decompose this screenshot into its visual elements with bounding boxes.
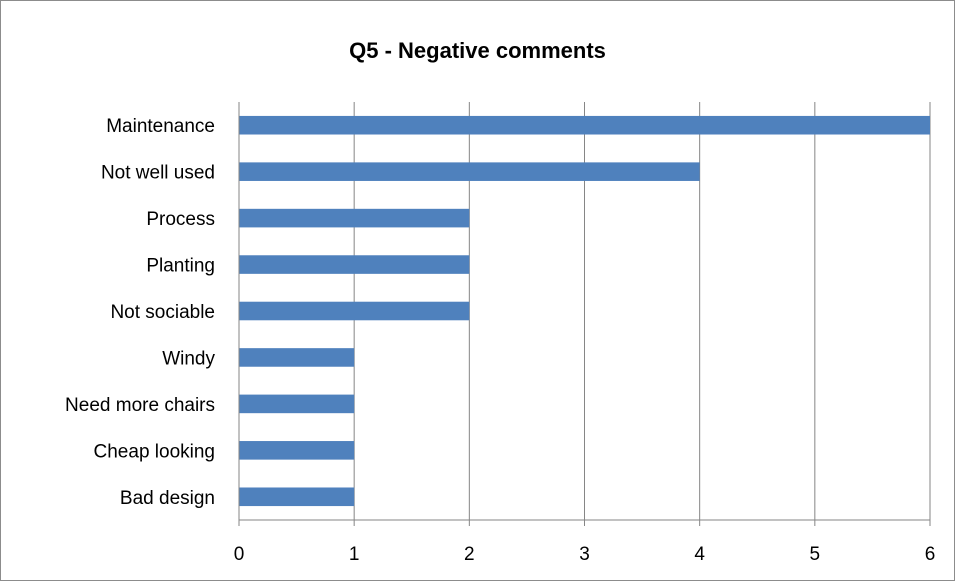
x-tick-label: 2 <box>464 544 475 565</box>
category-label: Not sociable <box>110 302 215 323</box>
bar <box>239 441 355 460</box>
x-tick-labels: 0 1 2 3 4 5 6 <box>234 544 936 565</box>
x-tick-label: 4 <box>694 544 705 565</box>
bar <box>239 487 355 507</box>
category-label: Need more chairs <box>65 395 215 416</box>
x-tick-label: 0 <box>234 544 245 565</box>
x-tick-label: 6 <box>925 544 936 565</box>
category-label: Windy <box>162 348 215 369</box>
category-label: Maintenance <box>106 116 215 137</box>
bar <box>239 115 930 135</box>
category-label: Process <box>146 209 215 230</box>
bar <box>239 162 700 181</box>
bar <box>239 255 470 274</box>
axes <box>238 102 931 526</box>
category-label: Planting <box>146 256 215 277</box>
bar <box>239 348 355 367</box>
bar <box>239 208 470 228</box>
category-label: Bad design <box>120 488 215 509</box>
x-tick-label: 3 <box>579 544 590 565</box>
bar <box>239 394 355 414</box>
x-tick-label: 1 <box>349 544 360 565</box>
bar <box>239 301 470 321</box>
category-labels: Maintenance Not well used Process Planting N… <box>65 116 215 509</box>
x-tick-label: 5 <box>810 544 821 565</box>
bars <box>239 115 930 507</box>
category-label: Not well used <box>101 163 215 184</box>
category-label: Cheap looking <box>94 441 215 462</box>
chart-title: Q5 - Negative comments <box>349 38 606 63</box>
